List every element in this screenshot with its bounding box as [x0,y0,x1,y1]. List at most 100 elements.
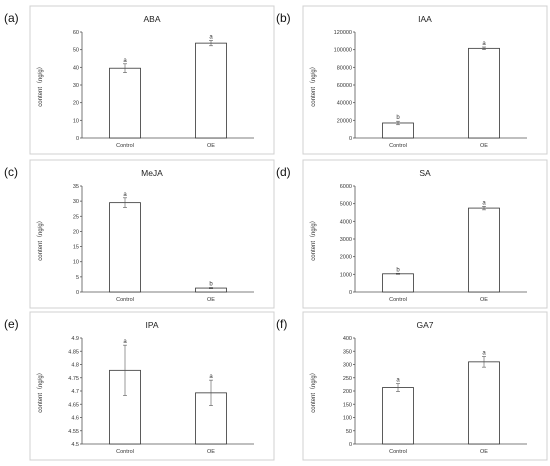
panel-title: ABA [143,14,160,24]
panel-letter: (e) [4,317,19,331]
y-tick-label: 400 [343,336,352,342]
panel-frame [302,159,548,309]
y-tick-label: 0 [76,290,79,296]
significance-label: b [209,281,213,287]
panel-frame [29,5,275,155]
bar-control [109,202,141,293]
y-tick-label: 10 [73,118,79,124]
y-tick-label: 2000 [340,255,352,261]
chart-panel-iaa: (b) IAA content（ng/g） 0 20000 40000 60000 80000… [276,5,548,155]
y-tick-label: 4.9 [71,336,79,342]
y-tick-label: 4.75 [68,376,79,382]
y-tick-label: 4.8 [71,363,79,369]
bar-control [382,387,414,445]
y-tick-label: 5000 [340,202,352,208]
x-category-label: OE [480,297,488,303]
chart-panel-sa: (d) SA content（ng/g） 0 1000 2000 3000 4000 5000 6… [276,159,548,309]
y-tick-label: 100000 [334,48,352,54]
y-tick-label: 25 [73,214,79,220]
bar-control [382,122,414,139]
y-tick-label: 80000 [337,65,352,71]
y-tick-label: 6000 [340,184,352,190]
panel-letter: (d) [276,165,291,179]
chart-panel-aba: (a) ABA content（ng/g） 0 10 20 30 40 50 60 a Control… [4,5,275,155]
y-tick-label: 0 [349,290,352,296]
significance-label: b [396,115,400,121]
significance-label: a [209,34,213,40]
chart-panel-meja: (c) MeJA content（ng/g） 0 5 10 15 20 25 30 35 a Contr… [4,159,275,309]
y-tick-label: 120000 [334,30,352,36]
x-category-label: Control [389,143,407,149]
y-tick-label: 3000 [340,237,352,243]
significance-label: a [482,41,486,47]
y-tick-label: 1000 [340,272,352,278]
significance-label: b [396,267,400,273]
panel-letter: (f) [276,317,287,331]
y-tick-label: 4000 [340,219,352,225]
y-tick-label: 50 [346,429,352,435]
significance-label: a [209,374,213,380]
y-tick-label: 40 [73,65,79,71]
y-tick-label: 20000 [337,118,352,124]
chart-panel-ga7: (f) GA7 content（ng/g） 0 50 100 150 200 250 300 350… [276,311,548,461]
y-tick-label: 5 [76,275,79,281]
y-tick-label: 0 [349,442,352,448]
panel-title: SA [419,168,431,178]
panel-title: IPA [145,320,158,330]
significance-label: a [482,200,486,206]
y-tick-label: 4.85 [68,349,79,355]
y-tick-label: 4.5 [71,442,79,448]
bar-oe [468,47,500,139]
panel-frame [29,159,275,309]
x-category-label: Control [116,449,134,455]
significance-label: a [482,351,486,357]
significance-label: a [396,378,400,384]
y-tick-label: 350 [343,349,352,355]
y-tick-label: 50 [73,48,79,54]
y-axis-label: content（ng/g） [310,63,317,106]
x-category-label: OE [207,143,215,149]
y-axis-label: content（ng/g） [37,217,44,260]
y-tick-label: 10 [73,260,79,266]
bar-oe [195,42,227,139]
x-category-label: OE [207,297,215,303]
x-category-label: Control [116,143,134,149]
y-tick-label: 15 [73,245,79,251]
panel-title: MeJA [141,168,163,178]
significance-label: a [123,58,127,64]
y-tick-label: 4.7 [71,389,79,395]
bar-control [109,67,141,139]
x-category-label: Control [116,297,134,303]
bar-control [382,273,414,293]
significance-label: a [123,339,127,345]
x-category-label: Control [389,449,407,455]
y-tick-label: 60 [73,30,79,36]
x-category-label: OE [207,449,215,455]
chart-panel-ipa: (e) IPA content（ng/g） 4.5 4.55 4.6 4.65 4.7 4.75… [4,311,275,461]
bar-oe [468,207,500,293]
y-tick-label: 40000 [337,101,352,107]
y-tick-label: 20 [73,101,79,107]
y-axis-label: content（ng/g） [37,369,44,412]
bar-oe [468,361,500,445]
y-tick-label: 200 [343,389,352,395]
y-tick-label: 20 [73,229,79,235]
y-axis-label: content（ng/g） [310,369,317,412]
y-tick-label: 4.6 [71,416,79,422]
y-axis-label: content（ng/g） [37,63,44,106]
y-tick-label: 4.55 [68,429,79,435]
panel-frame [29,311,275,461]
panel-frame [302,311,548,461]
panel-letter: (c) [4,165,18,179]
x-category-label: OE [480,143,488,149]
y-tick-label: 300 [343,363,352,369]
panel-letter: (b) [276,11,291,25]
x-category-label: Control [389,297,407,303]
y-tick-label: 30 [73,199,79,205]
y-tick-label: 100 [343,416,352,422]
panel-title: GA7 [416,320,433,330]
y-tick-label: 30 [73,83,79,89]
significance-label: a [123,192,127,198]
y-tick-label: 0 [349,136,352,142]
